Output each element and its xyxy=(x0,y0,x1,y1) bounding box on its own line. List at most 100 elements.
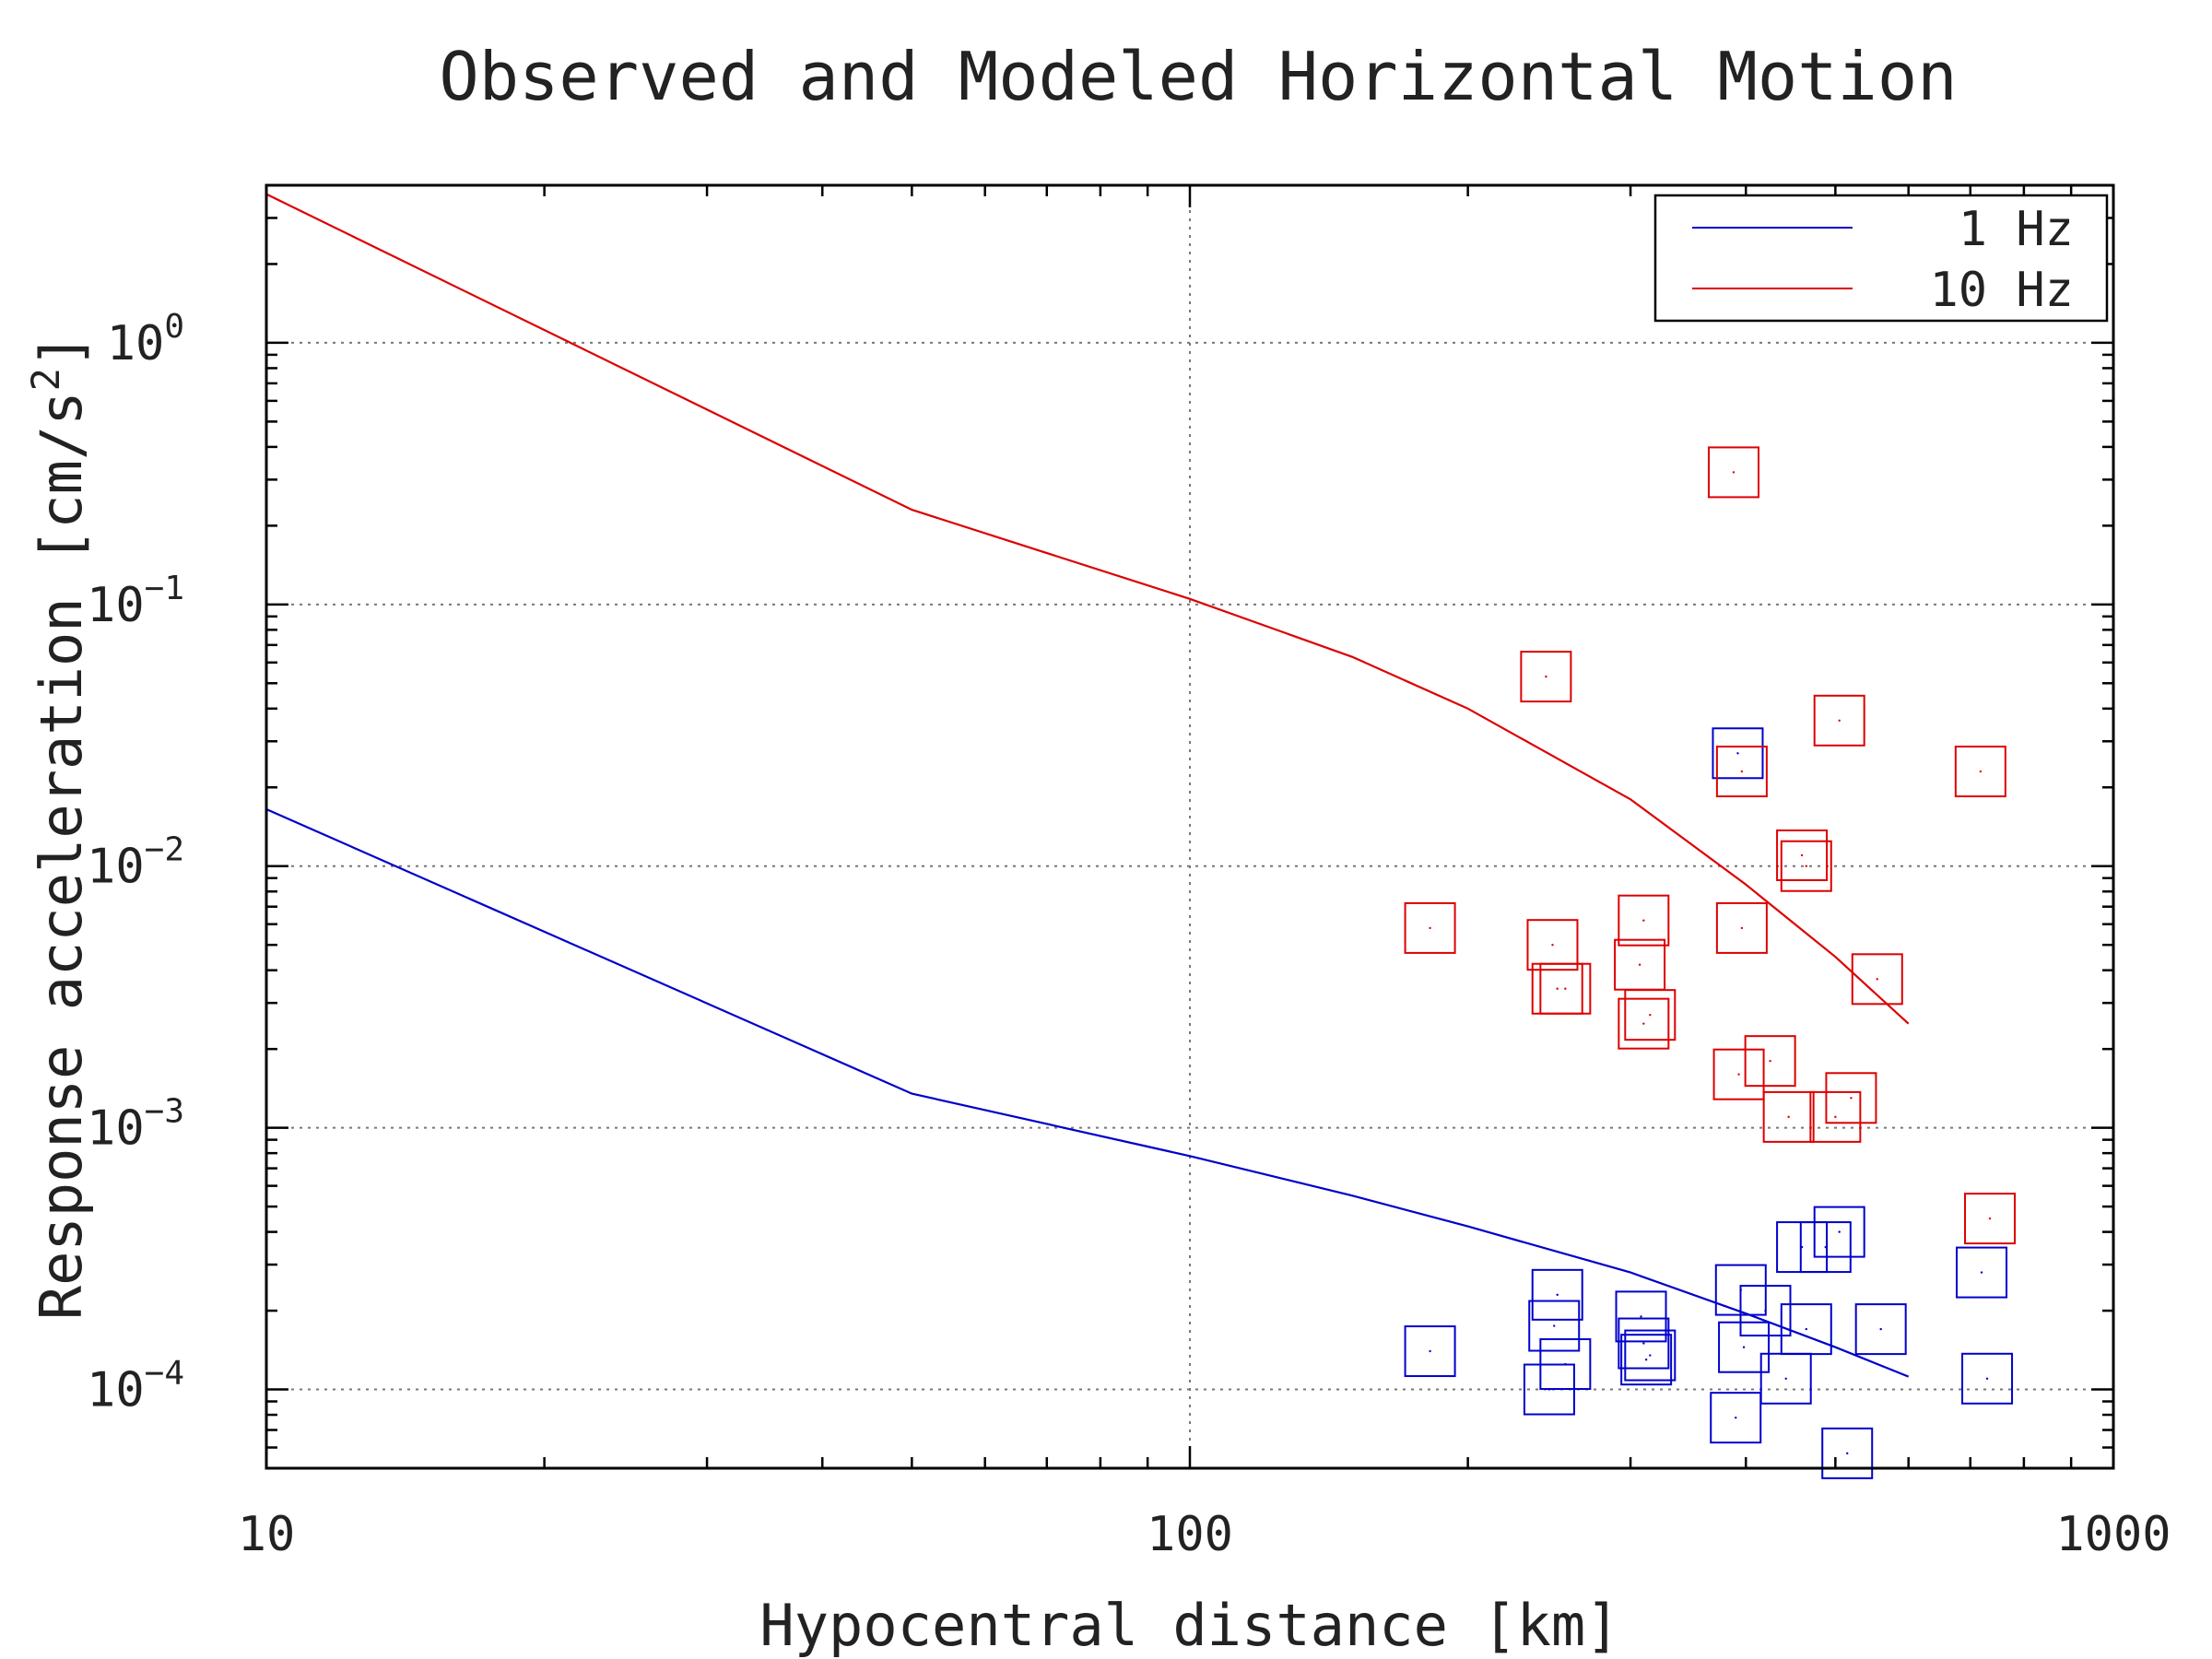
data-point-center-observed-10-hz xyxy=(1737,1073,1740,1076)
data-point-center-observed-10-hz xyxy=(1556,987,1559,990)
y-tick-label-base: 10 xyxy=(107,316,165,371)
data-point-observed-10-hz xyxy=(1780,840,1832,892)
data-point-observed-10-hz xyxy=(1744,1035,1796,1088)
data-point-center-observed-1-hz xyxy=(1429,1349,1431,1353)
data-point-observed-10-hz xyxy=(1618,997,1670,1050)
data-point-center-observed-1-hz xyxy=(1805,1327,1807,1331)
data-point-center-observed-10-hz xyxy=(1988,1217,1992,1220)
data-point-center-observed-10-hz xyxy=(1876,978,1878,981)
data-point-center-observed-10-hz xyxy=(1649,1013,1652,1017)
data-point-observed-1-hz xyxy=(1821,1427,1874,1479)
data-point-observed-10-hz xyxy=(1825,1072,1877,1124)
data-point-observed-1-hz xyxy=(1813,1206,1865,1258)
series-line-1-hz xyxy=(265,807,1910,1378)
data-point-observed-10-hz xyxy=(1715,746,1768,798)
y-tick-label-exponent: 0 xyxy=(164,308,184,346)
axis-ticks xyxy=(265,183,2115,1470)
data-point-observed-1-hz xyxy=(1531,1268,1583,1321)
data-point-center-observed-1-hz xyxy=(1564,1362,1567,1366)
series-line-10-hz xyxy=(265,193,1910,1025)
data-point-observed-10-hz xyxy=(1708,446,1760,499)
data-point-center-observed-10-hz xyxy=(1740,770,1744,773)
data-point-observed-1-hz xyxy=(1615,1290,1667,1343)
x-tick-label: 1000 xyxy=(2055,1507,2171,1562)
data-point-observed-10-hz xyxy=(1954,746,2006,798)
y-tick-label-base: 10 xyxy=(87,1363,145,1418)
data-point-observed-1-hz xyxy=(1780,1303,1832,1356)
data-point-observed-10-hz xyxy=(1624,989,1677,1041)
data-point-center-observed-1-hz xyxy=(1640,1315,1642,1318)
data-point-observed-10-hz xyxy=(1762,1090,1815,1143)
data-point-observed-10-hz xyxy=(1809,1090,1862,1143)
data-point-center-observed-1-hz xyxy=(1985,1377,1989,1380)
data-point-center-observed-10-hz xyxy=(1787,1115,1790,1119)
legend-label-10hz: 10 Hz xyxy=(1929,263,2074,318)
data-point-observed-10-hz xyxy=(1539,962,1592,1015)
data-point-center-observed-1-hz xyxy=(1764,1309,1767,1312)
data-point-center-observed-10-hz xyxy=(1838,719,1841,722)
data-point-observed-10-hz xyxy=(1851,953,1903,1006)
data-point-observed-10-hz xyxy=(1715,901,1768,954)
data-point-observed-1-hz xyxy=(1956,1246,2008,1299)
grid-lines xyxy=(266,185,2113,1468)
data-point-observed-10-hz xyxy=(1712,1048,1765,1100)
legend: 1 Hz 10 Hz xyxy=(1653,194,2109,323)
data-point-center-observed-10-hz xyxy=(1850,1097,1853,1100)
data-point-center-observed-10-hz xyxy=(1429,926,1431,930)
data-point-center-observed-10-hz xyxy=(1732,471,1735,474)
y-tick-label-exponent: −2 xyxy=(145,831,184,869)
data-point-center-observed-10-hz xyxy=(1834,1115,1837,1119)
data-point-center-observed-1-hz xyxy=(1553,1324,1556,1327)
data-point-observed-1-hz xyxy=(1620,1334,1673,1386)
data-point-observed-10-hz xyxy=(1813,694,1865,747)
data-point-center-observed-1-hz xyxy=(1824,1245,1827,1249)
data-point-observed-10-hz xyxy=(1404,901,1456,954)
data-point-observed-1-hz xyxy=(1528,1300,1581,1352)
data-point-center-observed-10-hz xyxy=(1800,853,1804,857)
y-tick-label: 100 xyxy=(107,308,184,371)
data-point-observed-1-hz xyxy=(1799,1221,1852,1274)
data-point-center-observed-10-hz xyxy=(1769,1059,1771,1063)
data-point-center-observed-10-hz xyxy=(1564,987,1567,990)
x-axis-label: Hypocentral distance [km] xyxy=(759,1592,1619,1659)
chart-title: Observed and Modeled Horizontal Motion xyxy=(439,38,1957,115)
data-point-center-observed-10-hz xyxy=(1979,770,1983,773)
y-axis-label-close: ] xyxy=(28,334,95,368)
y-axis-label: Response acceleration [cm/s2] xyxy=(23,334,96,1320)
data-point-center-observed-10-hz xyxy=(1642,919,1645,922)
data-point-observed-1-hz xyxy=(1618,1317,1670,1370)
data-point-observed-10-hz xyxy=(1964,1193,2017,1245)
data-point-center-observed-1-hz xyxy=(1784,1377,1787,1380)
legend-box xyxy=(1653,194,2109,323)
y-tick-label-base: 10 xyxy=(87,578,145,633)
y-tick-label-base: 10 xyxy=(87,840,145,895)
data-point-center-observed-1-hz xyxy=(1642,1342,1645,1345)
data-point-observed-1-hz xyxy=(1961,1352,2014,1405)
data-point-observed-10-hz xyxy=(1520,651,1572,703)
data-point-observed-10-hz xyxy=(1618,894,1670,947)
data-point-center-observed-1-hz xyxy=(1879,1327,1882,1331)
data-point-center-observed-1-hz xyxy=(1735,1416,1737,1419)
data-point-observed-10-hz xyxy=(1526,919,1579,971)
y-axis-label-exp: 2 xyxy=(23,368,68,391)
data-point-observed-1-hz xyxy=(1404,1325,1456,1378)
y-tick-label-base: 10 xyxy=(87,1101,145,1157)
y-tick-label: 10−3 xyxy=(87,1093,184,1157)
data-point-observed-1-hz xyxy=(1718,1321,1771,1373)
data-point-observed-1-hz xyxy=(1712,727,1764,780)
data-point-center-observed-10-hz xyxy=(1740,926,1744,930)
data-point-center-observed-10-hz xyxy=(1551,943,1554,947)
data-point-center-observed-1-hz xyxy=(1846,1452,1849,1455)
data-point-center-observed-10-hz xyxy=(1642,1022,1645,1025)
data-point-observed-10-hz xyxy=(1776,829,1829,881)
data-point-observed-1-hz xyxy=(1539,1338,1592,1391)
data-point-center-observed-1-hz xyxy=(1556,1293,1559,1297)
y-tick-label: 10−2 xyxy=(87,831,184,895)
data-point-center-observed-1-hz xyxy=(1649,1354,1652,1357)
series-layer xyxy=(265,193,2017,1479)
y-axis-label-base: Response acceleration [cm/s xyxy=(28,391,95,1320)
y-tick-label-exponent: −1 xyxy=(145,570,184,607)
data-point-center-observed-1-hz xyxy=(1838,1230,1841,1233)
